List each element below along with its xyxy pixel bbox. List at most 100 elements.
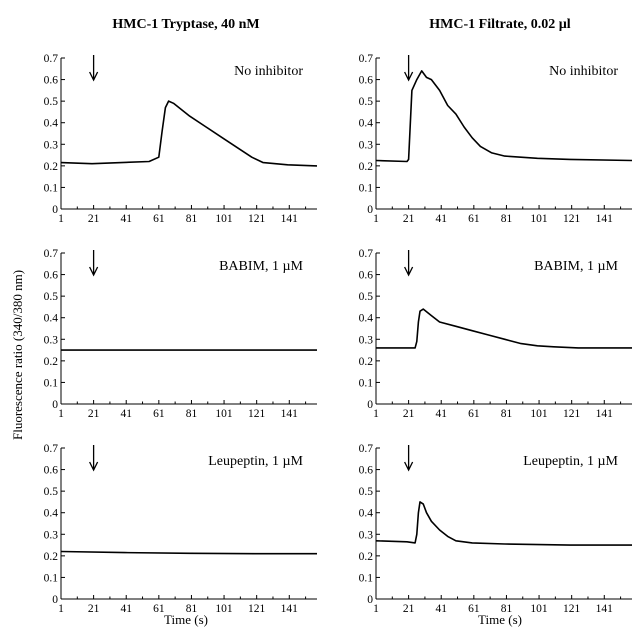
panel: 00.10.20.30.40.50.60.71 21 41 61 81 101 121 141…	[359, 443, 632, 615]
y-tick-label: 0.2	[44, 161, 59, 173]
series-line	[375, 501, 632, 546]
x-tick-label: 81	[501, 213, 513, 225]
x-tick-label: 1	[373, 213, 379, 225]
panels: 00.10.20.30.40.50.60.71 21 41 61 81 101 121 141…	[44, 53, 633, 615]
series-line	[60, 550, 317, 555]
x-tick-label: 41	[120, 213, 132, 225]
series-line	[60, 100, 318, 167]
x-tick-label: 61	[468, 213, 480, 225]
y-tick-label: 0.7	[359, 248, 374, 260]
x-tick-label: 1	[373, 603, 379, 615]
y-tick-label: 0	[52, 399, 58, 411]
x-tick-label: 121	[563, 603, 581, 615]
y-tick-label: 0.5	[359, 291, 374, 303]
y-tick-label: 0.1	[44, 182, 59, 194]
panel-label: Leupeptin, 1 µM	[523, 454, 618, 469]
x-tick-label: 101	[215, 408, 233, 420]
x-tick-label: 61	[153, 213, 165, 225]
x-tick-label: 21	[403, 213, 415, 225]
x-tick-label: 81	[186, 603, 198, 615]
x-tick-label: 101	[530, 213, 548, 225]
x-tick-label: 1	[58, 213, 64, 225]
y-tick-label: 0.1	[44, 572, 59, 584]
x-tick-label: 1	[373, 408, 379, 420]
y-tick-label: 0.2	[359, 356, 374, 368]
y-tick-label: 0.1	[359, 377, 374, 389]
stimulus-arrow	[89, 250, 99, 277]
x-tick-label: 21	[88, 408, 100, 420]
x-tick-label: 41	[435, 408, 447, 420]
x-axis-title-left: Time (s)	[164, 612, 208, 627]
y-tick-label: 0.6	[359, 270, 374, 282]
y-tick-label: 0.7	[44, 248, 59, 260]
y-tick-label: 0.5	[44, 96, 59, 108]
column-title-right: HMC-1 Filtrate, 0.02 µl	[429, 17, 571, 32]
x-tick-label: 81	[501, 603, 513, 615]
panel-label: Leupeptin, 1 µM	[208, 454, 303, 469]
y-tick-label: 0.6	[44, 270, 59, 282]
x-tick-label: 61	[153, 603, 165, 615]
panel-label: No inhibitor	[234, 64, 303, 79]
y-tick-label: 0.3	[44, 139, 59, 151]
y-tick-label: 0.3	[359, 139, 374, 151]
x-tick-label: 121	[248, 213, 266, 225]
x-tick-label: 21	[403, 408, 415, 420]
y-tick-label: 0.4	[44, 118, 59, 130]
y-tick-label: 0.1	[359, 182, 374, 194]
y-tick-label: 0.2	[359, 161, 374, 173]
y-tick-label: 0.7	[44, 443, 59, 455]
y-tick-label: 0	[52, 594, 58, 606]
stimulus-arrow	[404, 445, 414, 472]
y-tick-label: 0.4	[359, 508, 374, 520]
panel: 00.10.20.30.40.50.60.71 21 41 61 81 101 121 141…	[44, 443, 317, 615]
x-tick-label: 121	[248, 408, 266, 420]
y-tick-label: 0.4	[44, 313, 59, 325]
y-axis-title: Fluorescence ratio (340/380 nm)	[10, 270, 25, 440]
x-tick-label: 41	[435, 603, 447, 615]
y-tick-label: 0.7	[44, 53, 59, 65]
x-tick-label: 141	[281, 603, 299, 615]
y-tick-label: 0.4	[44, 508, 59, 520]
x-tick-label: 101	[530, 603, 548, 615]
y-tick-label: 0.7	[359, 443, 374, 455]
x-tick-label: 101	[215, 603, 233, 615]
panel: 00.10.20.30.40.50.60.71 21 41 61 81 101 121 141…	[359, 248, 632, 420]
y-tick-label: 0.5	[359, 96, 374, 108]
panel-label: BABIM, 1 µM	[219, 259, 303, 274]
panel: 00.10.20.30.40.50.60.71 21 41 61 81 101 121 141…	[44, 53, 318, 225]
x-tick-label: 1	[58, 603, 64, 615]
x-tick-label: 81	[501, 408, 513, 420]
y-tick-label: 0.2	[44, 551, 59, 563]
y-tick-label: 0.4	[359, 313, 374, 325]
x-tick-label: 141	[281, 408, 299, 420]
y-tick-label: 0.4	[359, 118, 374, 130]
y-tick-label: 0.5	[44, 291, 59, 303]
x-tick-label: 61	[468, 603, 480, 615]
panel: 00.10.20.30.40.50.60.71 21 41 61 81 101 121 141…	[359, 53, 633, 225]
x-tick-label: 81	[186, 213, 198, 225]
series-line	[375, 70, 633, 163]
x-tick-label: 101	[530, 408, 548, 420]
x-tick-label: 121	[563, 408, 581, 420]
y-tick-label: 0.5	[44, 486, 59, 498]
y-tick-label: 0.3	[44, 334, 59, 346]
x-tick-label: 121	[248, 603, 266, 615]
y-tick-label: 0.5	[359, 486, 374, 498]
x-axis-title-right: Time (s)	[478, 612, 522, 627]
y-tick-label: 0.6	[359, 465, 374, 477]
panel-label: No inhibitor	[549, 64, 618, 79]
y-tick-label: 0.2	[44, 356, 59, 368]
y-tick-label: 0	[367, 399, 373, 411]
y-tick-label: 0.2	[359, 551, 374, 563]
stimulus-arrow	[89, 55, 99, 82]
panel: 00.10.20.30.40.50.60.71 21 41 61 81 101 121 141…	[44, 248, 317, 420]
stimulus-arrow	[404, 55, 414, 82]
stimulus-arrow	[89, 445, 99, 472]
x-tick-label: 41	[435, 213, 447, 225]
x-tick-label: 21	[403, 603, 415, 615]
y-tick-label: 0	[52, 204, 58, 216]
y-tick-label: 0.3	[359, 529, 374, 541]
series-line	[376, 308, 632, 349]
x-tick-label: 81	[186, 408, 198, 420]
